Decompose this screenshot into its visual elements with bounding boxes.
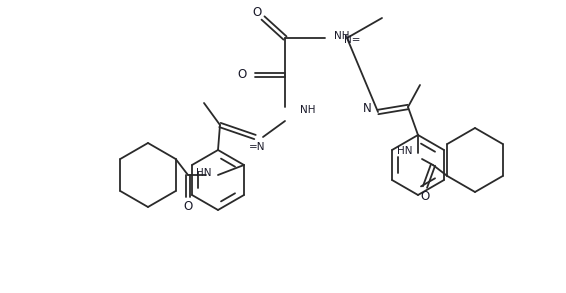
- Text: =N: =N: [248, 142, 265, 152]
- Text: HN: HN: [397, 146, 412, 156]
- Text: N: N: [363, 103, 372, 115]
- Text: O: O: [252, 6, 261, 20]
- Text: N=: N=: [344, 35, 360, 45]
- Text: NH: NH: [334, 31, 349, 41]
- Text: O: O: [183, 200, 192, 214]
- Text: NH: NH: [300, 105, 315, 115]
- Text: HN: HN: [196, 168, 212, 178]
- Text: O: O: [421, 190, 430, 204]
- Text: O: O: [238, 69, 247, 81]
